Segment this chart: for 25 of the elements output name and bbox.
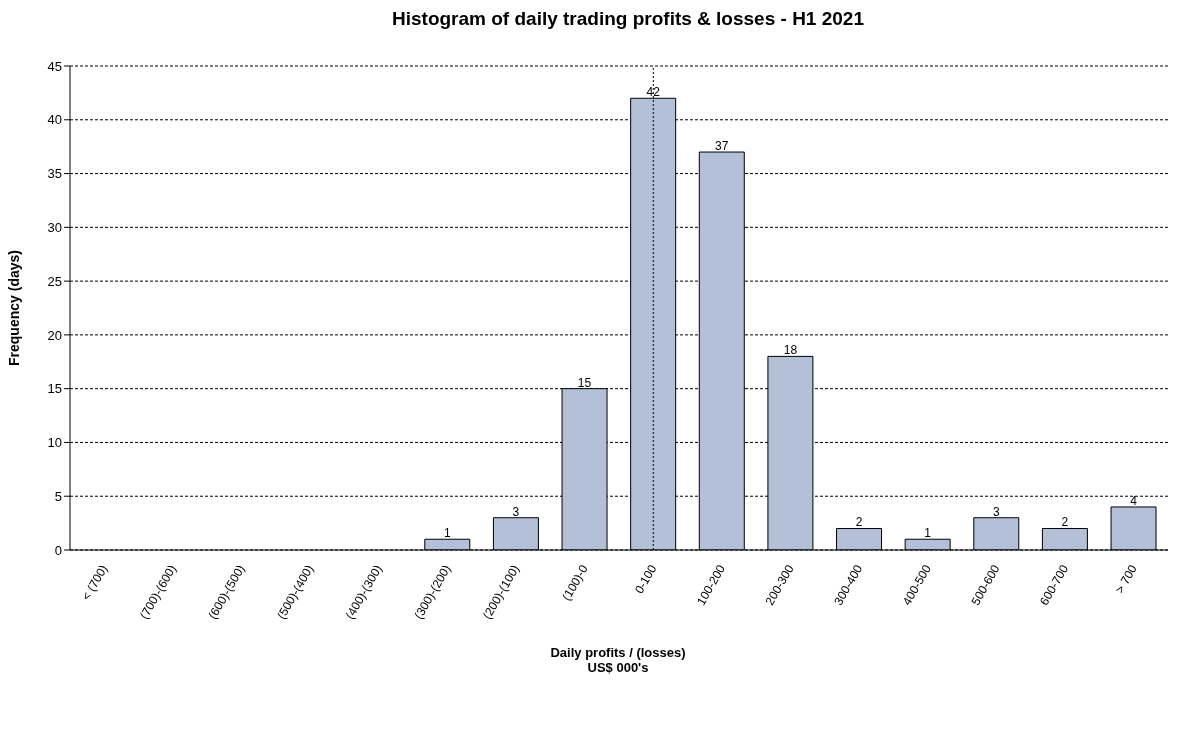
x-axis-title: Daily profits / (losses) US$ 000's: [549, 645, 687, 675]
y-tick-label: 15: [47, 381, 62, 397]
y-tick-label: 30: [47, 219, 62, 235]
data-label: 2: [855, 515, 863, 530]
y-tick-label: 40: [47, 112, 62, 128]
data-label: 42: [646, 85, 661, 100]
data-label: 3: [992, 504, 1000, 519]
y-tick-label: 20: [47, 327, 62, 343]
chart-title: Histogram of daily trading profits & losses - H1 2021: [391, 8, 865, 30]
y-tick-label: 10: [47, 435, 62, 451]
y-tick-label: 35: [47, 166, 62, 182]
data-label: 15: [577, 375, 592, 390]
data-label: 18: [783, 343, 798, 358]
x-tick-label: > 700: [1112, 562, 1140, 596]
data-label: 4: [1130, 493, 1138, 508]
data-label: 3: [512, 504, 520, 519]
y-tick-label: 45: [47, 58, 62, 74]
data-label: 1: [443, 526, 451, 541]
y-axis-title: Frequency (days): [5, 250, 22, 366]
y-tick-label: 25: [47, 273, 62, 289]
data-label: 37: [715, 139, 729, 154]
y-tick-label: 5: [54, 488, 62, 504]
data-label: 2: [1061, 515, 1069, 530]
data-label: 1: [924, 526, 932, 541]
y-tick-label: 0: [54, 542, 62, 558]
